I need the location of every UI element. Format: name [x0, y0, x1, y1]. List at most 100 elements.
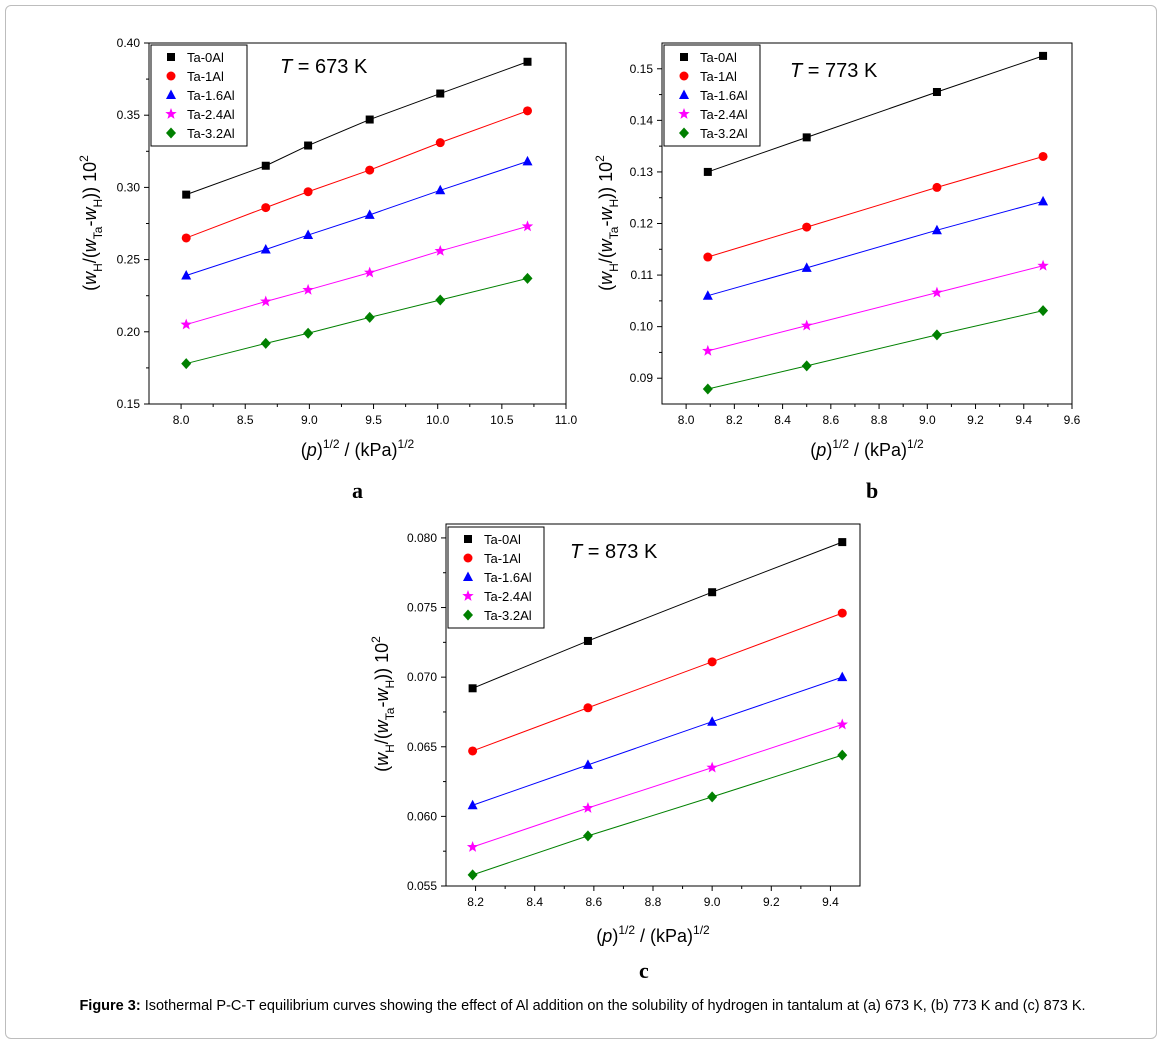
data-point-c-Ta-0Al [708, 588, 717, 597]
data-point-b-Ta-0Al [1039, 51, 1048, 60]
x-tick-label-a: 8.0 [173, 413, 190, 427]
y-axis-label-b: (wH/(wTa-wH)) 102 [593, 155, 621, 291]
legend-marker-b-Ta-3.2Al [679, 127, 689, 139]
legend-marker-b-Ta-1.6Al [679, 89, 689, 99]
series-line-c-Ta-1Al [472, 612, 843, 752]
data-point-b-Ta-1Al [703, 252, 713, 262]
series-line-a-Ta-0Al [186, 61, 528, 196]
y-tick-label-c: 0.070 [407, 670, 437, 684]
data-point-b-Ta-3.2Al [801, 360, 812, 372]
y-tick-label-a: 0.35 [117, 108, 141, 122]
data-point-a-Ta-2.4Al [302, 283, 314, 295]
data-point-a-Ta-1.6Al [303, 229, 314, 240]
y-tick-label-a: 0.40 [117, 36, 141, 50]
temperature-annotation-c: T = 873 K [570, 541, 658, 563]
data-point-a-Ta-1Al [435, 138, 445, 148]
x-axis-label-a: (p)1/2 / (kPa)1/2 [301, 437, 415, 460]
data-point-b-Ta-0Al [802, 133, 811, 142]
x-tick-label-c: 9.4 [822, 895, 839, 909]
y-tick-label-c: 0.055 [407, 879, 437, 893]
data-point-a-Ta-0Al [365, 115, 374, 124]
data-point-a-Ta-1Al [303, 187, 313, 197]
x-tick-label-b: 9.2 [967, 413, 984, 427]
data-point-c-Ta-3.2Al [467, 869, 478, 881]
legend-box-c [447, 526, 545, 629]
legend-label-a-Ta-2.4Al: Ta-2.4Al [187, 107, 235, 122]
legend-marker-a-Ta-2.4Al [165, 108, 177, 119]
legend-c: Ta-0Al Ta-1Al Ta-1.6Al Ta-2.4Al Ta-3.2Al [447, 526, 545, 629]
x-tick-label-a: 10.0 [426, 413, 450, 427]
figure-frame [5, 5, 1157, 1039]
temperature-annotation-a: T = 673 K [280, 56, 368, 78]
y-tick-label-b: 0.10 [630, 320, 654, 334]
legend-label-a-Ta-1.6Al: Ta-1.6Al [187, 88, 235, 103]
temperature-annotation-b: T = 773 K [790, 60, 878, 82]
data-point-c-Ta-1.6Al [582, 759, 593, 769]
data-point-a-Ta-0Al [523, 57, 532, 66]
x-tick-label-b: 8.8 [871, 413, 888, 427]
data-point-c-Ta-3.2Al [707, 791, 718, 803]
y-tick-label-a: 0.25 [117, 253, 141, 267]
panel-letter-a: a [352, 478, 363, 503]
series-b-Ta-2.4Al [702, 259, 1049, 356]
series-line-b-Ta-2.4Al [707, 265, 1044, 352]
legend-marker-c-Ta-2.4Al [462, 590, 474, 601]
legend-marker-a-Ta-1Al [166, 71, 176, 81]
legend-box-b [663, 44, 761, 147]
data-point-b-Ta-1.6Al [1038, 195, 1049, 206]
data-point-c-Ta-1.6Al [467, 799, 478, 810]
data-point-c-Ta-1Al [468, 746, 478, 756]
series-line-c-Ta-2.4Al [472, 724, 843, 848]
series-line-a-Ta-3.2Al [186, 277, 528, 365]
data-point-b-Ta-1.6Al [931, 224, 942, 235]
x-tick-label-c: 9.2 [763, 895, 780, 909]
data-point-b-Ta-2.4Al [1037, 259, 1049, 271]
data-point-a-Ta-2.4Al [434, 244, 446, 256]
x-tick-label-b: 8.2 [726, 413, 743, 427]
legend-label-c-Ta-3.2Al: Ta-3.2Al [484, 608, 532, 623]
legend-b: Ta-0Al Ta-1Al Ta-1.6Al Ta-2.4Al Ta-3.2Al [663, 44, 761, 147]
data-point-a-Ta-2.4Al [260, 295, 272, 307]
x-tick-label-c: 8.8 [645, 895, 662, 909]
data-point-c-Ta-3.2Al [582, 830, 593, 842]
series-b-Ta-0Al [703, 51, 1048, 176]
y-tick-label-b: 0.13 [630, 165, 654, 179]
series-b-Ta-1Al [703, 151, 1048, 262]
data-point-a-Ta-3.2Al [303, 327, 314, 339]
series-a-Ta-3.2Al [181, 272, 533, 370]
chart-panel-b: 8.0 8.2 8.4 8.6 8.8 9.0 9.2 9.4 9.6 0.09 0.10 0.11 0… [593, 42, 1081, 460]
legend-label-c-Ta-2.4Al: Ta-2.4Al [484, 589, 532, 604]
series-c-Ta-0Al [468, 538, 847, 693]
data-point-c-Ta-1.6Al [707, 716, 718, 726]
data-point-a-Ta-1.6Al [435, 184, 446, 195]
data-point-a-Ta-2.4Al [180, 318, 192, 330]
data-point-b-Ta-0Al [703, 167, 712, 176]
x-tick-label-c: 8.4 [526, 895, 543, 909]
legend-label-b-Ta-1.6Al: Ta-1.6Al [700, 88, 748, 103]
y-axis-label-c: (wH/(wTa-wH)) 102 [369, 636, 397, 772]
data-point-a-Ta-1Al [365, 165, 375, 175]
series-a-Ta-1Al [181, 106, 533, 243]
legend-label-a-Ta-3.2Al: Ta-3.2Al [187, 126, 235, 141]
y-tick-label-a: 0.30 [117, 180, 141, 194]
series-a-Ta-2.4Al [180, 220, 534, 330]
series-a-Ta-1.6Al [181, 155, 533, 280]
y-tick-label-b: 0.15 [630, 62, 654, 76]
data-point-c-Ta-2.4Al [582, 802, 594, 813]
y-tick-label-b: 0.11 [631, 268, 654, 282]
series-line-b-Ta-1Al [707, 155, 1044, 258]
data-point-b-Ta-2.4Al [931, 286, 943, 298]
data-point-a-Ta-3.2Al [435, 294, 446, 306]
data-point-a-Ta-1.6Al [364, 209, 375, 219]
data-point-a-Ta-1.6Al [522, 155, 533, 166]
caption-text: Isothermal P-C-T equilibrium curves show… [140, 998, 1086, 1014]
data-point-c-Ta-0Al [838, 538, 847, 547]
data-point-a-Ta-1Al [523, 106, 533, 116]
legend-marker-b-Ta-1Al [679, 71, 689, 81]
x-tick-label-c: 9.0 [704, 895, 721, 909]
series-line-c-Ta-3.2Al [472, 754, 843, 876]
x-tick-label-a: 9.0 [301, 413, 318, 427]
y-tick-label-c: 0.060 [407, 809, 437, 823]
x-tick-label-b: 8.0 [678, 413, 695, 427]
data-point-b-Ta-1.6Al [702, 290, 713, 300]
